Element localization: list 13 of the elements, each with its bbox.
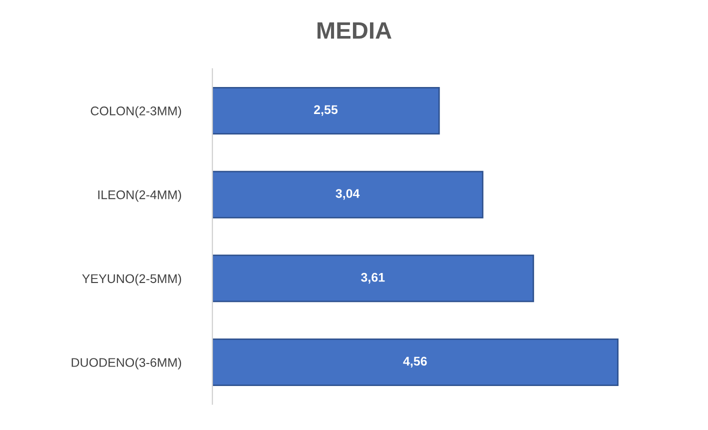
bar [212, 86, 440, 134]
y-tick-label: COLON(2-3MM) [90, 106, 182, 118]
data-label: 3,04 [336, 189, 360, 200]
bar [212, 254, 534, 302]
data-label: 2,55 [314, 105, 338, 116]
data-label: 3,61 [361, 272, 385, 284]
y-tick-label: ILEON(2-4MM) [98, 190, 182, 202]
chart-title: MEDIA [318, 22, 392, 39]
bar [212, 338, 619, 386]
data-label: 4,56 [403, 356, 427, 368]
y-tick-label: DUODENO(3-6MM) [72, 358, 182, 370]
y-tick-label: YEYUNO(2-5MM) [82, 274, 182, 286]
bar [212, 170, 484, 218]
